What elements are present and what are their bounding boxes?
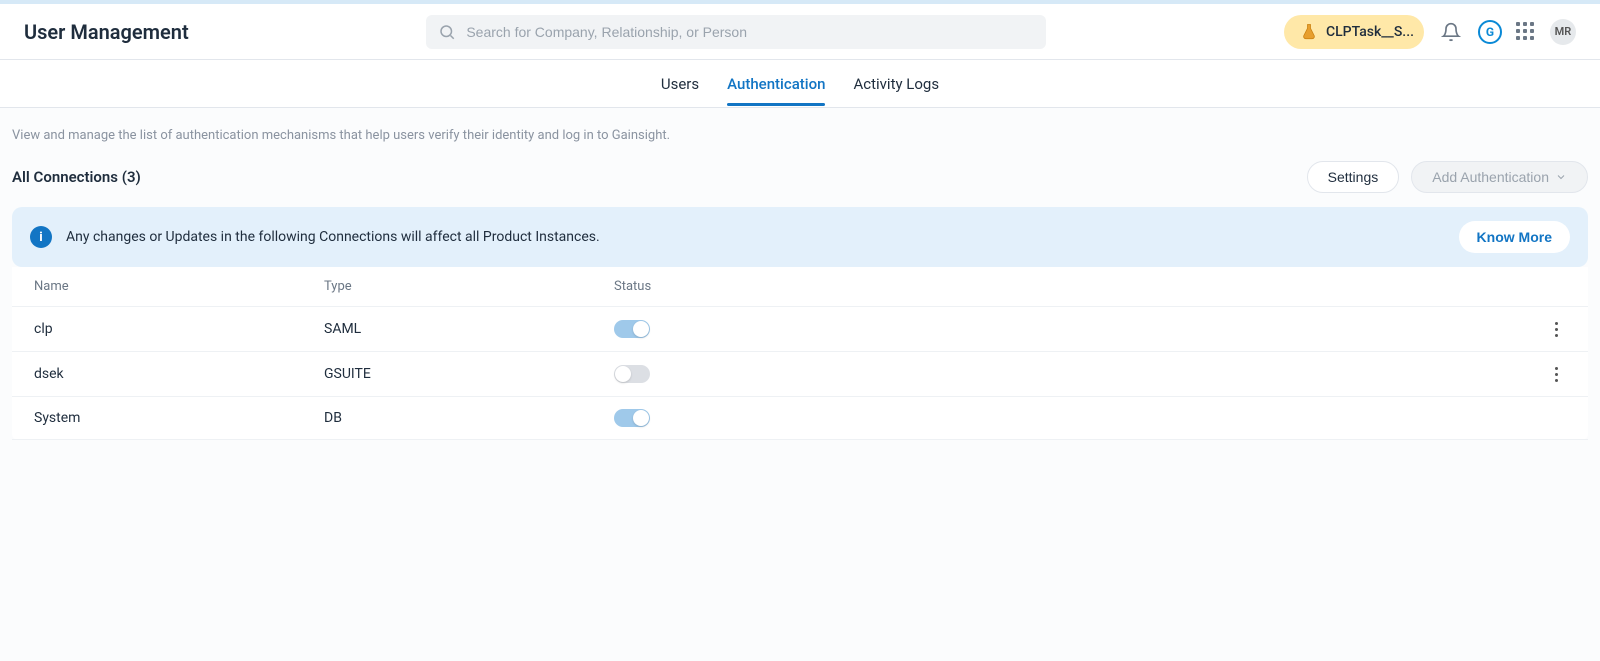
col-type: Type bbox=[324, 279, 614, 294]
status-toggle[interactable] bbox=[614, 320, 650, 338]
g-badge[interactable]: G bbox=[1478, 20, 1502, 44]
table-row: clp SAML bbox=[12, 307, 1588, 352]
know-more-label: Know More bbox=[1477, 229, 1552, 245]
connections-table: Name Type Status clp SAML dsek GSUITE Sy… bbox=[12, 267, 1588, 440]
tab-authentication[interactable]: Authentication bbox=[727, 63, 825, 105]
page-description: View and manage the list of authenticati… bbox=[12, 128, 1588, 143]
settings-label: Settings bbox=[1328, 169, 1379, 185]
avatar-initials: MR bbox=[1555, 25, 1572, 38]
add-authentication-button[interactable]: Add Authentication bbox=[1411, 161, 1588, 193]
cell-name: clp bbox=[34, 321, 324, 337]
apps-button[interactable] bbox=[1516, 22, 1536, 42]
list-title: All Connections (3) bbox=[12, 168, 141, 186]
status-toggle[interactable] bbox=[614, 365, 650, 383]
clptask-pill[interactable]: CLPTask__S... bbox=[1284, 15, 1424, 49]
add-authentication-label: Add Authentication bbox=[1432, 169, 1549, 185]
table-row: dsek GSUITE bbox=[12, 352, 1588, 397]
row-menu-button[interactable] bbox=[1546, 319, 1566, 339]
search-container bbox=[426, 15, 1046, 49]
col-name: Name bbox=[34, 279, 324, 294]
tab-users[interactable]: Users bbox=[661, 63, 699, 105]
alert-text: Any changes or Updates in the following … bbox=[66, 229, 600, 245]
g-badge-letter: G bbox=[1486, 25, 1494, 39]
cell-type: SAML bbox=[324, 321, 614, 337]
search-input[interactable] bbox=[426, 15, 1046, 49]
page-title: User Management bbox=[24, 20, 189, 44]
search-icon bbox=[438, 23, 456, 41]
header: User Management CLPTask__S... G MR bbox=[0, 4, 1600, 60]
tab-activity-logs[interactable]: Activity Logs bbox=[853, 63, 939, 105]
row-menu-button[interactable] bbox=[1546, 364, 1566, 384]
apps-icon bbox=[1516, 22, 1520, 26]
table-row: System DB bbox=[12, 397, 1588, 440]
flask-icon bbox=[1300, 23, 1318, 41]
cell-type: DB bbox=[324, 410, 614, 426]
list-actions: Settings Add Authentication bbox=[1307, 161, 1588, 193]
cell-type: GSUITE bbox=[324, 366, 614, 382]
cell-name: System bbox=[34, 410, 324, 426]
header-right: CLPTask__S... G MR bbox=[1284, 15, 1576, 49]
clptask-label: CLPTask__S... bbox=[1326, 24, 1414, 40]
info-icon: i bbox=[30, 226, 52, 248]
avatar[interactable]: MR bbox=[1550, 19, 1576, 45]
cell-name: dsek bbox=[34, 366, 324, 382]
info-alert: i Any changes or Updates in the followin… bbox=[12, 207, 1588, 267]
notifications-button[interactable] bbox=[1438, 19, 1464, 45]
col-status: Status bbox=[614, 279, 1506, 294]
know-more-button[interactable]: Know More bbox=[1459, 221, 1570, 253]
settings-button[interactable]: Settings bbox=[1307, 161, 1400, 193]
table-header: Name Type Status bbox=[12, 267, 1588, 307]
tabs: Users Authentication Activity Logs bbox=[0, 60, 1600, 108]
status-toggle[interactable] bbox=[614, 409, 650, 427]
chevron-down-icon bbox=[1555, 171, 1567, 183]
list-header: All Connections (3) Settings Add Authent… bbox=[12, 161, 1588, 193]
bell-icon bbox=[1441, 22, 1461, 42]
content: View and manage the list of authenticati… bbox=[0, 108, 1600, 661]
